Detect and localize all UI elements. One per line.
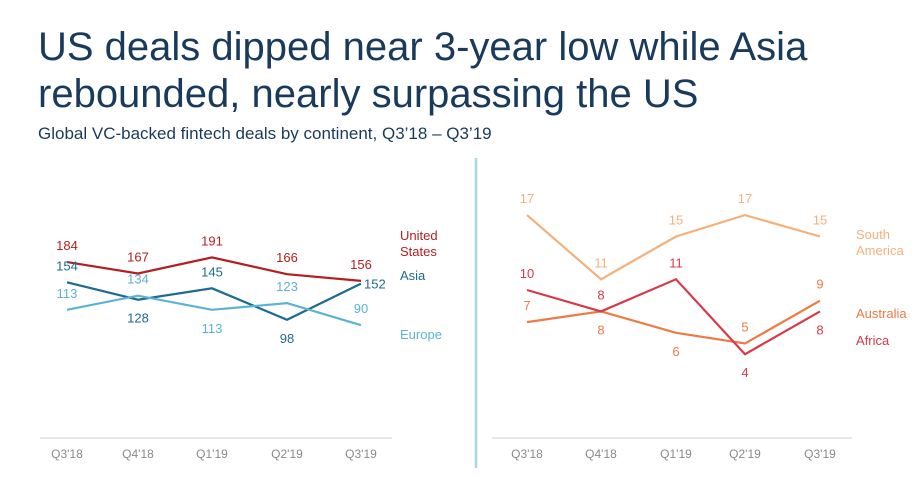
data-label: 9	[816, 277, 823, 292]
data-label: 184	[56, 238, 78, 253]
legend-label: America	[856, 243, 904, 258]
x-tick-label: Q3'19	[804, 447, 836, 461]
data-label: 145	[201, 264, 223, 279]
data-label: 90	[354, 301, 368, 316]
data-label: 8	[597, 287, 604, 302]
data-label: 113	[202, 321, 223, 336]
x-tick-label: Q1'19	[660, 447, 692, 461]
x-tick-label: Q4'18	[122, 447, 154, 461]
data-label: 166	[276, 250, 298, 265]
data-label: 15	[813, 213, 827, 228]
legend-label: United	[400, 228, 438, 243]
data-label: 7	[523, 298, 530, 313]
data-label: 156	[350, 257, 372, 272]
legend-label: States	[400, 244, 437, 259]
x-tick-label: Q2'19	[729, 447, 761, 461]
x-tick-label: Q2'19	[271, 447, 303, 461]
data-label: 98	[280, 331, 294, 346]
data-label: 134	[127, 272, 149, 287]
data-label: 8	[816, 322, 823, 337]
data-label: 167	[127, 250, 149, 265]
x-tick-label: Q3'18	[51, 447, 83, 461]
x-tick-label: Q1'19	[196, 447, 228, 461]
data-label: 11	[594, 255, 608, 270]
x-tick-label: Q4'18	[585, 447, 617, 461]
legend-label: Australia	[856, 306, 907, 321]
series-line	[526, 213, 821, 281]
data-label: 128	[127, 311, 149, 326]
legend-label: South	[856, 227, 890, 242]
x-tick-label: Q3'19	[345, 447, 377, 461]
data-label: 11	[669, 255, 683, 270]
data-label: 15	[669, 213, 683, 228]
data-label: 191	[201, 233, 223, 248]
data-label: 17	[738, 191, 752, 206]
data-label: 17	[520, 191, 534, 206]
x-tick-label: Q3'18	[511, 447, 543, 461]
data-label: 154	[56, 258, 78, 273]
data-label: 6	[672, 344, 679, 359]
page-subtitle: Global VC-backed fintech deals by contin…	[38, 124, 492, 143]
series-line	[526, 299, 821, 345]
data-label: 152	[364, 277, 386, 292]
legend-label: Europe	[400, 327, 442, 342]
data-label: 113	[57, 286, 78, 301]
page-title: US deals dipped near 3-year low while As…	[38, 25, 808, 116]
series-line	[66, 281, 362, 322]
legend-label: Africa	[856, 333, 890, 348]
series-line	[526, 277, 821, 356]
data-label: 10	[520, 266, 534, 281]
data-label: 5	[741, 320, 748, 335]
legend-label: Asia	[400, 268, 426, 283]
data-label: 4	[741, 365, 748, 380]
data-label: 123	[276, 279, 298, 294]
series-line	[66, 294, 362, 327]
series-line	[66, 256, 362, 282]
data-label: 8	[597, 322, 604, 337]
